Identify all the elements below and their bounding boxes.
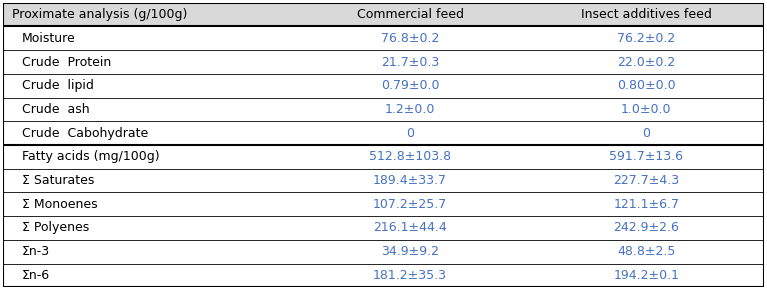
- Bar: [3, 74, 764, 98]
- Text: 512.8±103.8: 512.8±103.8: [369, 150, 451, 163]
- Text: 121.1±6.7: 121.1±6.7: [613, 198, 680, 211]
- Text: Σn-3: Σn-3: [21, 245, 50, 258]
- Text: 48.8±2.5: 48.8±2.5: [617, 245, 676, 258]
- Text: Crude  ash: Crude ash: [21, 103, 90, 116]
- Text: 194.2±0.1: 194.2±0.1: [613, 269, 680, 282]
- Text: 0: 0: [407, 127, 414, 140]
- Text: 591.7±13.6: 591.7±13.6: [609, 150, 683, 163]
- Text: 107.2±25.7: 107.2±25.7: [373, 198, 447, 211]
- Text: 227.7±4.3: 227.7±4.3: [613, 174, 680, 187]
- Bar: [3, 3, 764, 26]
- Text: 0.79±0.0: 0.79±0.0: [381, 79, 439, 92]
- Text: 189.4±33.7: 189.4±33.7: [374, 174, 447, 187]
- Bar: [3, 169, 764, 192]
- Bar: [3, 240, 764, 264]
- Text: Proximate analysis (g/100g): Proximate analysis (g/100g): [12, 8, 187, 21]
- Text: Fatty acids (mg/100g): Fatty acids (mg/100g): [21, 150, 160, 163]
- Text: 22.0±0.2: 22.0±0.2: [617, 56, 675, 68]
- Text: 1.2±0.0: 1.2±0.0: [385, 103, 436, 116]
- Bar: [3, 264, 764, 287]
- Text: Crude  Protein: Crude Protein: [21, 56, 111, 68]
- Text: Moisture: Moisture: [21, 32, 76, 45]
- Text: 242.9±2.6: 242.9±2.6: [614, 222, 679, 234]
- Text: Insect additives feed: Insect additives feed: [581, 8, 712, 21]
- Bar: [3, 50, 764, 74]
- Bar: [3, 216, 764, 240]
- Bar: [3, 26, 764, 50]
- Bar: [3, 192, 764, 216]
- Text: Crude  lipid: Crude lipid: [21, 79, 94, 92]
- Text: 216.1±44.4: 216.1±44.4: [374, 222, 447, 234]
- Text: Σ Monoenes: Σ Monoenes: [21, 198, 97, 211]
- Text: 0: 0: [642, 127, 650, 140]
- Text: 181.2±35.3: 181.2±35.3: [374, 269, 447, 282]
- Text: 0.80±0.0: 0.80±0.0: [617, 79, 676, 92]
- Text: Crude  Cabohydrate: Crude Cabohydrate: [21, 127, 148, 140]
- Text: Σ Polyenes: Σ Polyenes: [21, 222, 89, 234]
- Text: Σ Saturates: Σ Saturates: [21, 174, 94, 187]
- Text: Σn-6: Σn-6: [21, 269, 50, 282]
- Bar: [3, 121, 764, 145]
- Bar: [3, 145, 764, 169]
- Bar: [3, 98, 764, 121]
- Text: 34.9±9.2: 34.9±9.2: [381, 245, 439, 258]
- Text: 1.0±0.0: 1.0±0.0: [621, 103, 671, 116]
- Text: 76.2±0.2: 76.2±0.2: [617, 32, 675, 45]
- Text: 76.8±0.2: 76.8±0.2: [381, 32, 439, 45]
- Text: 21.7±0.3: 21.7±0.3: [381, 56, 439, 68]
- Text: Commercial feed: Commercial feed: [357, 8, 463, 21]
